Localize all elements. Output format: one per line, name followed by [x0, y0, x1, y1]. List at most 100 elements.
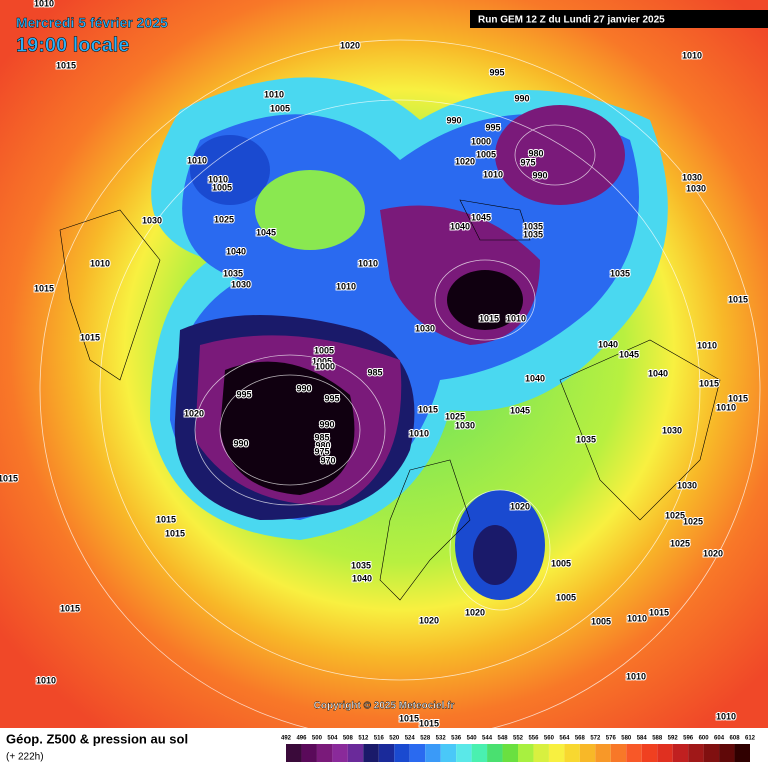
- pressure-label: 1015: [156, 514, 176, 524]
- colorbar-cell: [487, 744, 503, 762]
- pressure-label: 1015: [479, 313, 499, 323]
- pressure-labels: 1010 1020 1015 995 1010 990 1010 1005 990 995 980 1…: [0, 0, 749, 729]
- pressure-label: 1005: [312, 356, 332, 366]
- pressure-label: 1005: [591, 616, 611, 626]
- colorbar-cell: [363, 744, 379, 762]
- pressure-label: 1010: [682, 50, 702, 60]
- colorbar-cell: [394, 744, 410, 762]
- pressure-label: 995: [485, 122, 500, 132]
- pressure-label: 1010: [358, 258, 378, 268]
- pressure-label: 1045: [256, 227, 276, 237]
- time-label: 19:00 locale: [16, 34, 129, 56]
- pressure-label: 1015: [60, 603, 80, 613]
- pressure-label: 985: [367, 367, 382, 377]
- colorbar-tick-label: 552: [513, 736, 524, 742]
- pressure-label: 1020: [184, 408, 204, 418]
- pressure-label: 1010: [626, 671, 646, 681]
- colorbar: 492 496 500 504 508 512 516 520 524 528 532 536 540 5…: [281, 736, 756, 762]
- pressure-label: 990: [319, 419, 334, 429]
- date-label: Mercredi 5 février 2025: [16, 15, 168, 31]
- colorbar-cell: [440, 744, 457, 762]
- pressure-label: 1035: [223, 268, 243, 278]
- pressure-label: 1030: [455, 420, 475, 430]
- pressure-label: 1045: [510, 405, 530, 415]
- colorbar-tick-label: 520: [389, 736, 400, 742]
- colorbar-tick-label: 544: [482, 736, 493, 742]
- colorbar-cell: [719, 744, 735, 762]
- pressure-label: 1005: [314, 345, 334, 355]
- colorbar-tick-label: 584: [637, 736, 648, 742]
- colorbar-tick-label: 548: [498, 736, 509, 742]
- colorbar-tick-label: 608: [730, 736, 741, 742]
- colorbar-cell: [456, 744, 472, 762]
- pressure-label: 1025: [214, 214, 234, 224]
- pressure-label: 1010: [697, 340, 717, 350]
- pressure-label: 1010: [627, 613, 647, 623]
- colorbar-tick-label: 512: [358, 736, 369, 742]
- colorbar-cell: [347, 744, 364, 762]
- colorbar-tick-label: 532: [436, 736, 447, 742]
- colorbar-tick-label: 528: [420, 736, 431, 742]
- pressure-label: 970: [320, 455, 335, 465]
- field-navy-2: [473, 525, 517, 585]
- colorbar-cell: [657, 744, 673, 762]
- footer-title: Géop. Z500 & pression au sol: [6, 731, 188, 746]
- colorbar-cell: [703, 744, 720, 762]
- pressure-label: 1040: [226, 246, 246, 256]
- pressure-label: 1015: [649, 607, 669, 617]
- pressure-label: 1015: [728, 393, 748, 403]
- pressure-label: 1010: [264, 89, 284, 99]
- pressure-label: 1020: [510, 501, 530, 511]
- pressure-label: 1000: [315, 361, 335, 371]
- colorbar-cell: [518, 744, 534, 762]
- pressure-label: 1040: [450, 221, 470, 231]
- pressure-label: 1025: [445, 411, 465, 421]
- pressure-label: 1010: [90, 258, 110, 268]
- pressure-label: 1005: [212, 182, 232, 192]
- copyright: Copyright © 2025 Meteociel.fr: [314, 701, 455, 712]
- colorbar-cell: [378, 744, 395, 762]
- pressure-label: 1030: [677, 480, 697, 490]
- colorbar-tick-label: 492: [281, 736, 292, 742]
- pressure-label: 1030: [662, 425, 682, 435]
- colorbar-tick-label: 500: [312, 736, 323, 742]
- pressure-label: 1040: [352, 573, 372, 583]
- footer-lead: (+ 222h): [6, 752, 44, 763]
- colorbar-cell: [641, 744, 658, 762]
- pressure-label: 980: [528, 148, 543, 158]
- pressure-label: 1040: [648, 368, 668, 378]
- pressure-label: 980: [315, 440, 330, 450]
- pressure-label: 995: [236, 389, 251, 399]
- pressure-label: 1000: [471, 136, 491, 146]
- colorbar-tick-label: 612: [745, 736, 756, 742]
- colorbar-cell: [471, 744, 488, 762]
- pressure-label: 1040: [525, 373, 545, 383]
- colorbar-cell: [533, 744, 549, 762]
- colorbar-tick-label: 508: [343, 736, 354, 742]
- pressure-label: 1020: [703, 548, 723, 558]
- pressure-label: 1015: [399, 713, 419, 723]
- colorbar-cell: [332, 744, 348, 762]
- colorbar-tick-label: 596: [683, 736, 694, 742]
- pressure-label: 1030: [686, 183, 706, 193]
- pressure-label: 1020: [340, 40, 360, 50]
- pressure-label: 1030: [415, 323, 435, 333]
- colorbar-cell: [409, 744, 426, 762]
- colorbar-tick-label: 592: [668, 736, 679, 742]
- colorbar-tick-label: 576: [606, 736, 617, 742]
- colorbar-tick-label: 604: [714, 736, 725, 742]
- colorbar-cell: [595, 744, 611, 762]
- pressure-label: 990: [296, 383, 311, 393]
- field-blue-3: [190, 135, 270, 205]
- colorbar-cell: [316, 744, 333, 762]
- pressure-label: 1010: [187, 155, 207, 165]
- pressure-label: 1010: [506, 313, 526, 323]
- run-banner: [470, 10, 768, 28]
- pressure-label: 1035: [576, 434, 596, 444]
- pressure-label: 990: [233, 438, 248, 448]
- pressure-label: 1025: [683, 516, 703, 526]
- pressure-label: 990: [532, 170, 547, 180]
- pressure-label: 1035: [523, 221, 543, 231]
- colorbar-tick-label: 600: [699, 736, 710, 742]
- pressure-label: 995: [489, 67, 504, 77]
